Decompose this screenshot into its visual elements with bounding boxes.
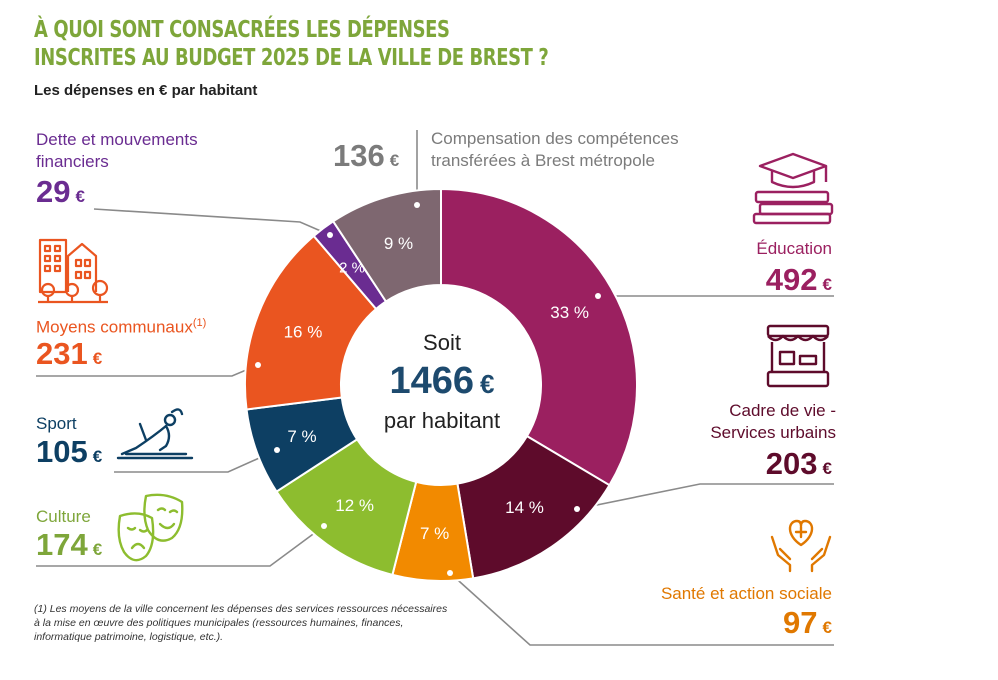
footnote: (1) Les moyens de la ville concernent le…: [34, 603, 448, 643]
center-total: 1466 €: [352, 360, 532, 403]
slice-education: [440, 187, 638, 487]
chart-title: À quoi sont consacrées les dépenses insc…: [34, 16, 549, 72]
value-compensation: 136 €: [333, 138, 399, 174]
chart-title-line-2: inscrites au budget 2025 de la ville de …: [34, 45, 549, 71]
leader-line-culture: [36, 525, 325, 567]
graduation-cap-books-icon: [752, 152, 834, 225]
theater-masks-icon: [117, 493, 184, 562]
label-dette: Dette et mouvements financiers: [36, 129, 198, 173]
value-moyens-currency: €: [92, 349, 103, 368]
label-cadre-line-2: Services urbains: [710, 423, 836, 442]
slice-percent-sport: 7 %: [287, 427, 316, 446]
value-compensation-currency: €: [389, 151, 400, 170]
chart-title-line-1: À quoi sont consacrées les dépenses: [34, 17, 450, 43]
value-compensation-number: 136: [333, 138, 385, 173]
label-compensation-line-2: transférées à Brest métropole: [431, 151, 655, 170]
value-sport-number: 105: [36, 434, 88, 469]
leader-dot-compensation: [414, 202, 420, 208]
label-culture: Culture: [36, 507, 91, 526]
leader-dot-cadre: [574, 506, 580, 512]
value-cadre: 203 €: [766, 446, 832, 482]
label-moyens: Moyens communaux(1): [36, 312, 206, 339]
leader-dot-culture: [321, 523, 327, 529]
value-education-currency: €: [822, 275, 832, 294]
value-sante-currency: €: [822, 618, 832, 637]
label-dette-line-2: financiers: [36, 152, 109, 171]
center-total-value: 1466: [389, 360, 475, 402]
city-buildings-icon: [38, 238, 109, 304]
slice-compensation: [331, 187, 442, 303]
slice-moyens: [244, 234, 378, 411]
label-compensation: Compensation des compétences transférées…: [431, 128, 679, 172]
value-education-number: 492: [765, 262, 818, 297]
value-sport-currency: €: [92, 447, 103, 466]
value-cadre-number: 203: [765, 446, 818, 481]
donut-hole: [342, 286, 540, 484]
value-sport: 105 €: [36, 434, 102, 470]
chart-subtitle: Les dépenses en € par habitant: [34, 82, 258, 99]
value-dette: 29 €: [36, 174, 85, 210]
leader-dot-dette: [327, 232, 333, 238]
hands-heart-icon: [770, 519, 832, 573]
center-unit-text: par habitant: [383, 408, 501, 433]
slice-percent-education: 33 %: [550, 303, 589, 322]
value-sante: 97 €: [783, 605, 832, 641]
leader-dot-sport: [274, 447, 280, 453]
value-moyens: 231 €: [36, 336, 102, 372]
label-cadre-line-1: Cadre de vie -: [729, 401, 836, 420]
slice-percent-culture: 12 %: [335, 496, 374, 515]
leader-line-sante: [449, 572, 834, 646]
market-stall-icon: [766, 324, 830, 388]
label-compensation-line-1: Compensation des compétences: [431, 129, 679, 148]
slice-percent-cadre: 14 %: [505, 498, 544, 517]
label-sante: Santé et action sociale: [660, 584, 832, 603]
label-cadre: Cadre de vie - Services urbains: [710, 400, 836, 444]
label-sport: Sport: [36, 414, 77, 433]
leader-line-cadre: [576, 483, 834, 510]
value-sante-number: 97: [783, 605, 818, 640]
label-moyens-footnote-ref: (1): [192, 317, 207, 329]
center-soit-text: Soit: [423, 330, 461, 355]
slice-percent-sante: 7 %: [420, 524, 449, 543]
value-culture-currency: €: [92, 540, 103, 559]
value-dette-number: 29: [36, 174, 71, 209]
leader-dot-moyens: [255, 362, 261, 368]
center-total-currency: €: [480, 369, 495, 399]
slice-percent-dette: 2 %: [339, 260, 365, 277]
label-moyens-name: Moyens communaux: [36, 317, 193, 337]
value-moyens-number: 231: [36, 336, 88, 371]
leader-dot-education: [595, 293, 601, 299]
value-dette-currency: €: [75, 187, 85, 206]
slice-percent-compensation: 9 %: [384, 234, 413, 253]
value-culture-number: 174: [36, 527, 88, 562]
value-cadre-currency: €: [822, 459, 832, 478]
value-education: 492 €: [766, 262, 832, 298]
label-education: Éducation: [756, 239, 832, 258]
leader-line-dette: [93, 208, 331, 236]
slice-percent-moyens: 16 %: [284, 323, 323, 342]
label-dette-line-1: Dette et mouvements: [36, 130, 198, 149]
value-culture: 174 €: [36, 527, 102, 563]
leader-dot-sante: [447, 570, 453, 576]
gymnast-icon: [116, 408, 194, 460]
